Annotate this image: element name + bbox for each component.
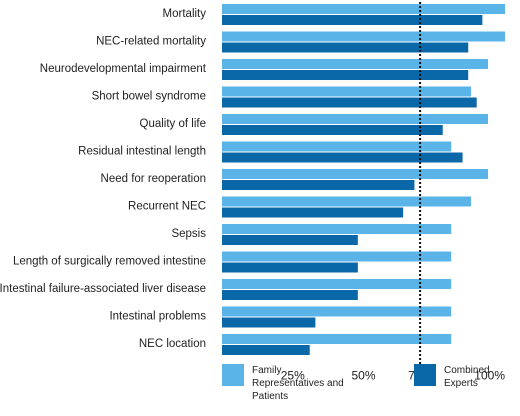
bar-family [222, 114, 489, 124]
bar-family [222, 86, 472, 97]
bar-experts [222, 125, 443, 135]
bar-experts [222, 180, 415, 190]
bar-experts [222, 290, 358, 300]
category-label: Quality of life [140, 118, 206, 130]
legend-item-family: Family Representatives and Patients [222, 364, 352, 403]
x-tick-label: 25% [281, 369, 305, 383]
legend-item-experts: Combined Experts [414, 364, 514, 390]
category-label: Recurrent NEC [128, 201, 206, 213]
bar-family [222, 31, 505, 42]
bar-experts [222, 152, 463, 163]
bar-family [222, 306, 452, 317]
bar-experts [222, 70, 469, 80]
bar-experts [222, 97, 477, 108]
category-label: NEC-related mortality [96, 36, 206, 48]
category-label: Sepsis [171, 228, 206, 240]
bar-family [222, 334, 452, 344]
category-label: Intestinal failure-associated liver dise… [0, 283, 206, 295]
legend-label-experts: Combined Experts [444, 365, 490, 389]
category-label: NEC location [139, 338, 206, 350]
bar-experts [222, 15, 483, 25]
bar-experts [222, 317, 316, 328]
category-label: Residual intestinal length [78, 146, 206, 158]
category-label: Intestinal problems [109, 311, 206, 323]
bar-family [222, 141, 452, 152]
x-tick-label: 100% [474, 369, 505, 383]
bar-family [222, 279, 452, 289]
bar-experts [222, 235, 358, 245]
category-label: Short bowel syndrome [92, 91, 206, 103]
bar-family [222, 251, 452, 262]
bar-family [222, 59, 489, 69]
category-label: Mortality [163, 8, 207, 20]
category-label: Need for reoperation [101, 173, 206, 185]
bars [222, 4, 505, 355]
bar-family [222, 196, 472, 207]
bar-experts [222, 207, 404, 218]
bar-family [222, 169, 489, 179]
bar-experts [222, 42, 469, 53]
legend-label-family: Family Representatives and Patients [252, 365, 344, 402]
category-labels: Mortality NEC-related mortality Neurodevel… [0, 8, 207, 350]
bar-family [222, 224, 452, 234]
category-label: Neurodevelopmental impairment [40, 63, 207, 75]
legend-swatch-experts [414, 364, 436, 386]
x-tick-label: 50% [351, 369, 375, 383]
bar-experts [222, 262, 358, 273]
bar-experts [222, 345, 310, 355]
legend-swatch-family [222, 364, 244, 386]
bar-family [222, 4, 505, 14]
category-label: Length of surgically removed intestine [13, 256, 206, 268]
